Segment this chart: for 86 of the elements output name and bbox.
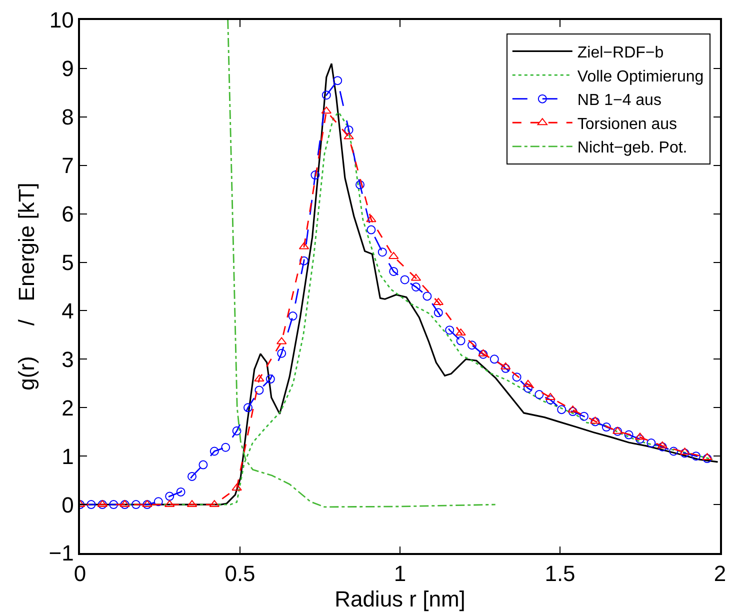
point — [232, 484, 242, 491]
point — [356, 180, 364, 190]
point — [445, 326, 454, 335]
point — [344, 125, 354, 134]
point — [580, 412, 588, 421]
line-series — [227, 20, 496, 508]
point — [456, 328, 466, 336]
point — [478, 349, 488, 356]
point — [546, 395, 555, 404]
point — [512, 372, 522, 382]
point — [132, 500, 140, 510]
point — [210, 446, 219, 456]
point — [366, 225, 376, 234]
point — [154, 497, 163, 506]
y-tick-label: 7 — [62, 153, 74, 178]
point — [300, 256, 308, 266]
point — [568, 406, 578, 413]
y-tick-label: 0 — [62, 492, 74, 518]
point — [590, 417, 600, 426]
point — [254, 386, 264, 395]
point — [568, 407, 578, 416]
legend-label: NB 1−4 aus — [577, 92, 662, 110]
point — [680, 448, 690, 458]
y-tick-label: 3 — [62, 346, 74, 372]
point — [646, 438, 656, 448]
point — [378, 248, 387, 257]
x-axis-title: Radius r [nm] — [334, 586, 466, 612]
point — [624, 430, 634, 440]
point — [524, 384, 532, 393]
point — [557, 405, 566, 414]
point — [232, 426, 242, 436]
point — [702, 454, 712, 464]
point — [468, 340, 476, 350]
y-tick-label: 2 — [62, 395, 74, 420]
y-tick-label: 6 — [62, 202, 74, 227]
point — [86, 500, 96, 510]
point — [680, 448, 690, 455]
point — [333, 76, 342, 86]
point — [244, 403, 252, 412]
x-tick-label: 1.5 — [544, 561, 576, 586]
point — [422, 292, 432, 301]
point — [434, 308, 443, 318]
point — [322, 90, 331, 100]
point — [400, 275, 410, 284]
point — [288, 312, 298, 321]
point — [310, 170, 320, 180]
point — [534, 390, 544, 400]
x-tick-label: 1 — [394, 561, 406, 586]
point — [590, 416, 600, 424]
y-tick-label: 10 — [49, 8, 74, 33]
point — [221, 442, 230, 452]
point — [702, 453, 712, 460]
legend-label: Nicht−geb. Pot. — [577, 140, 688, 157]
legend-label: Torsionen aus — [577, 116, 678, 133]
point — [501, 364, 510, 373]
point — [490, 354, 499, 364]
y-tick-label: −1 — [48, 540, 74, 566]
point — [165, 492, 174, 501]
point — [636, 434, 644, 444]
legend-label: Volle Optimierung — [577, 68, 704, 86]
point — [692, 452, 700, 461]
legend-label: Ziel−RDF−b — [577, 44, 664, 62]
point — [389, 266, 398, 276]
y-tick-label: 1 — [62, 444, 74, 469]
point — [456, 336, 466, 346]
point — [109, 500, 118, 510]
y-tick-label: 8 — [62, 104, 74, 130]
point — [412, 282, 420, 292]
point — [277, 348, 286, 358]
y-tick-label: 4 — [62, 298, 74, 324]
y-axis-title: g(r) / Energie [kT] — [14, 182, 40, 390]
y-tick-label: 9 — [62, 56, 74, 82]
point — [602, 422, 611, 432]
point — [366, 215, 376, 222]
point — [266, 374, 275, 384]
point — [658, 442, 667, 452]
point — [344, 132, 354, 140]
x-tick-label: 2 — [714, 561, 726, 586]
point — [254, 374, 264, 382]
point — [478, 350, 488, 359]
point — [188, 472, 196, 481]
point — [198, 460, 208, 470]
y-tick-label: 5 — [62, 250, 74, 275]
point — [669, 446, 678, 456]
point — [176, 487, 186, 496]
x-tick-label: 0.5 — [224, 561, 256, 586]
